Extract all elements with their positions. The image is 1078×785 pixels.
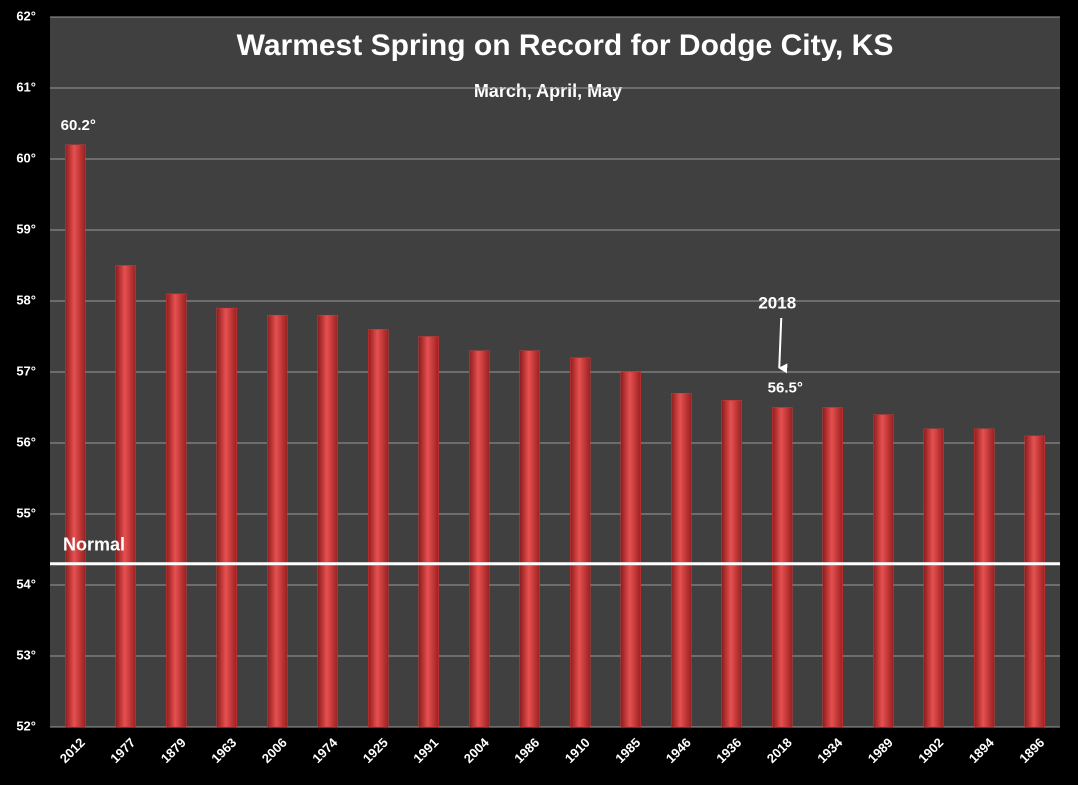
bar bbox=[671, 393, 692, 728]
bar bbox=[65, 144, 86, 728]
x-tick-label: 1985 bbox=[612, 735, 643, 766]
x-tick-label: 1910 bbox=[562, 735, 593, 766]
x-tick-label: 1974 bbox=[309, 734, 341, 766]
x-tick-label: 1946 bbox=[663, 735, 694, 766]
x-tick-label: 1934 bbox=[814, 734, 846, 766]
bar bbox=[418, 336, 439, 728]
y-tick-label: 52° bbox=[16, 718, 36, 733]
x-tick-label: 2004 bbox=[461, 734, 493, 766]
chart-title: Warmest Spring on Record for Dodge City,… bbox=[237, 29, 894, 62]
x-tick-label: 1894 bbox=[966, 734, 998, 766]
reference-label: Normal bbox=[63, 534, 125, 554]
bar bbox=[368, 329, 389, 728]
x-tick-label: 1963 bbox=[208, 735, 239, 766]
bar bbox=[1024, 435, 1045, 728]
bar bbox=[873, 414, 894, 728]
x-tick-label: 1879 bbox=[158, 735, 189, 766]
y-tick-label: 61° bbox=[16, 79, 36, 94]
value-label: 60.2° bbox=[61, 117, 96, 134]
bar bbox=[317, 314, 338, 728]
x-tick-label: 1989 bbox=[865, 735, 896, 766]
y-tick-label: 53° bbox=[16, 647, 36, 662]
bar bbox=[469, 350, 490, 728]
x-tick-label: 1925 bbox=[360, 735, 391, 766]
bar bbox=[923, 428, 944, 728]
x-tick-label: 1902 bbox=[915, 735, 946, 766]
y-tick-label: 57° bbox=[16, 363, 36, 378]
bar bbox=[822, 407, 843, 728]
annotation: 2018 bbox=[758, 293, 796, 312]
x-tick-label: 1991 bbox=[410, 735, 441, 766]
bar bbox=[267, 314, 288, 728]
x-tick-label: 2012 bbox=[57, 735, 88, 766]
bar bbox=[115, 265, 136, 728]
bar bbox=[519, 350, 540, 728]
x-tick-label: 1977 bbox=[107, 735, 138, 766]
y-tick-label: 59° bbox=[16, 221, 36, 236]
y-tick-label: 60° bbox=[16, 150, 36, 165]
bar bbox=[974, 428, 995, 728]
bar bbox=[570, 357, 591, 728]
x-tick-label: 1896 bbox=[1016, 735, 1047, 766]
x-tick-label: 2006 bbox=[259, 735, 290, 766]
x-tick-label: 1986 bbox=[511, 735, 542, 766]
bar bbox=[166, 293, 187, 728]
y-tick-label: 56° bbox=[16, 434, 36, 449]
value-label: 56.5° bbox=[768, 379, 803, 396]
annotation-arrow bbox=[778, 317, 788, 374]
x-tick-label: 2018 bbox=[764, 735, 795, 766]
x-tick-label: 1936 bbox=[713, 735, 744, 766]
bar bbox=[216, 307, 237, 728]
bar bbox=[772, 407, 793, 728]
chart-subtitle: March, April, May bbox=[474, 81, 622, 101]
y-tick-label: 62° bbox=[16, 8, 36, 23]
y-tick-label: 55° bbox=[16, 505, 36, 520]
bar bbox=[620, 371, 641, 728]
y-tick-label: 58° bbox=[16, 292, 36, 307]
y-tick-label: 54° bbox=[16, 576, 36, 591]
